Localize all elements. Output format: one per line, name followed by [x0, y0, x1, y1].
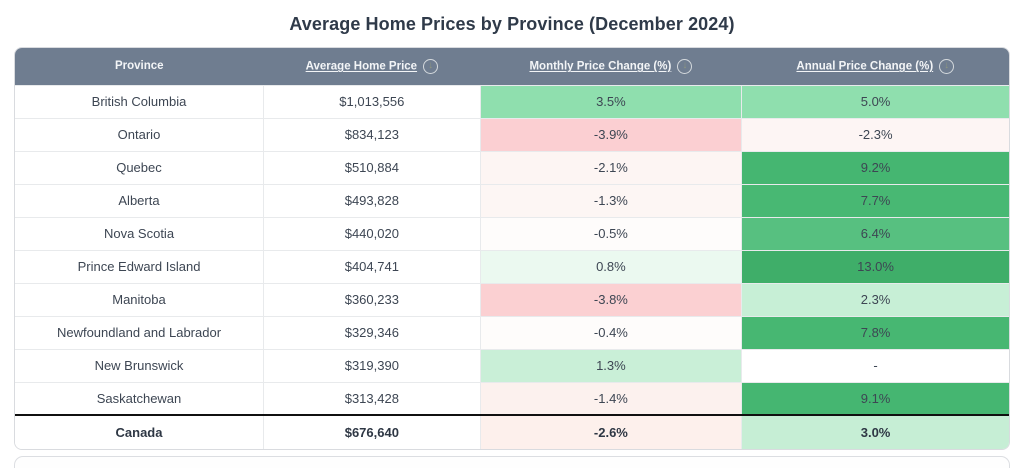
table-row: Prince Edward Island $404,741 0.8% 13.0% — [15, 249, 1009, 283]
table-row: Alberta $493,828 -1.3% 7.7% — [15, 183, 1009, 217]
annual-change-cell: 5.0% — [741, 84, 1009, 118]
table-header: Province Average Home Price ↓ Monthly Pri… — [15, 48, 1009, 85]
province-cell: British Columbia — [15, 84, 264, 118]
annual-change-cell: 7.7% — [741, 183, 1009, 217]
sort-descending-icon[interactable]: ↓ — [677, 58, 693, 74]
summary-monthly-change-cell: -2.6% — [479, 414, 742, 449]
column-header-average-home-price[interactable]: Average Home Price ↓ — [263, 48, 481, 85]
table-row: Quebec $510,884 -2.1% 9.2% — [15, 150, 1009, 184]
monthly-change-cell: -2.1% — [479, 150, 742, 184]
province-cell: Prince Edward Island — [15, 249, 264, 283]
table-row: Manitoba $360,233 -3.8% 2.3% — [15, 282, 1009, 316]
price-cell: $360,233 — [263, 282, 481, 316]
annual-change-cell: 9.1% — [741, 381, 1009, 415]
monthly-change-cell: -0.5% — [479, 216, 742, 250]
table-row: Newfoundland and Labrador $329,346 -0.4% 7.… — [15, 315, 1009, 349]
table-card: Province Average Home Price ↓ Monthly Pri… — [14, 47, 1010, 450]
monthly-change-cell: -1.3% — [479, 183, 742, 217]
annual-change-cell: 2.3% — [741, 282, 1009, 316]
table-body: British Columbia $1,013,556 3.5% 5.0% Ontari… — [15, 84, 1009, 415]
monthly-change-cell: 0.8% — [479, 249, 742, 283]
monthly-change-cell: -3.9% — [479, 117, 742, 151]
province-cell: Manitoba — [15, 282, 264, 316]
next-section-top-edge — [14, 456, 1010, 468]
province-cell: Nova Scotia — [15, 216, 264, 250]
summary-annual-change-cell: 3.0% — [741, 414, 1009, 449]
sort-descending-icon[interactable]: ↓ — [423, 58, 439, 74]
price-cell: $1,013,556 — [263, 84, 481, 118]
summary-price-cell: $676,640 — [263, 414, 481, 449]
price-cell: $493,828 — [263, 183, 481, 217]
sort-descending-icon[interactable]: ↓ — [939, 58, 955, 74]
table-row: British Columbia $1,013,556 3.5% 5.0% — [15, 84, 1009, 118]
annual-change-cell: 7.8% — [741, 315, 1009, 349]
column-header-annual-price-change[interactable]: Annual Price Change (%) ↓ — [741, 48, 1009, 85]
summary-row-canada: Canada $676,640 -2.6% 3.0% — [15, 414, 1009, 449]
price-cell: $404,741 — [263, 249, 481, 283]
monthly-change-cell: 3.5% — [479, 84, 742, 118]
province-cell: Ontario — [15, 117, 264, 151]
annual-change-cell: - — [741, 348, 1009, 382]
monthly-change-cell: -3.8% — [479, 282, 742, 316]
price-cell: $313,428 — [263, 381, 481, 415]
monthly-change-cell: 1.3% — [479, 348, 742, 382]
header-row: Province Average Home Price ↓ Monthly Pri… — [15, 48, 1009, 85]
price-cell: $319,390 — [263, 348, 481, 382]
price-cell: $510,884 — [263, 150, 481, 184]
monthly-change-cell: -1.4% — [479, 381, 742, 415]
monthly-change-cell: -0.4% — [479, 315, 742, 349]
annual-change-cell: 6.4% — [741, 216, 1009, 250]
table-footer: Canada $676,640 -2.6% 3.0% — [15, 414, 1009, 449]
price-cell: $834,123 — [263, 117, 481, 151]
annual-change-cell: 13.0% — [741, 249, 1009, 283]
annual-change-cell: -2.3% — [741, 117, 1009, 151]
price-cell: $329,346 — [263, 315, 481, 349]
table-row: Saskatchewan $313,428 -1.4% 9.1% — [15, 381, 1009, 415]
price-cell: $440,020 — [263, 216, 481, 250]
column-header-monthly-price-change[interactable]: Monthly Price Change (%) ↓ — [480, 48, 742, 85]
table-row: Ontario $834,123 -3.9% -2.3% — [15, 117, 1009, 151]
province-cell: Alberta — [15, 183, 264, 217]
home-prices-table: Province Average Home Price ↓ Monthly Pri… — [15, 48, 1009, 449]
province-cell: Newfoundland and Labrador — [15, 315, 264, 349]
annual-change-cell: 9.2% — [741, 150, 1009, 184]
summary-province-cell: Canada — [15, 414, 264, 449]
province-cell: Saskatchewan — [15, 381, 264, 415]
table-row: New Brunswick $319,390 1.3% - — [15, 348, 1009, 382]
column-header-province: Province — [15, 48, 264, 85]
province-cell: Quebec — [15, 150, 264, 184]
province-cell: New Brunswick — [15, 348, 264, 382]
table-row: Nova Scotia $440,020 -0.5% 6.4% — [15, 216, 1009, 250]
page-title: Average Home Prices by Province (Decembe… — [289, 14, 735, 34]
